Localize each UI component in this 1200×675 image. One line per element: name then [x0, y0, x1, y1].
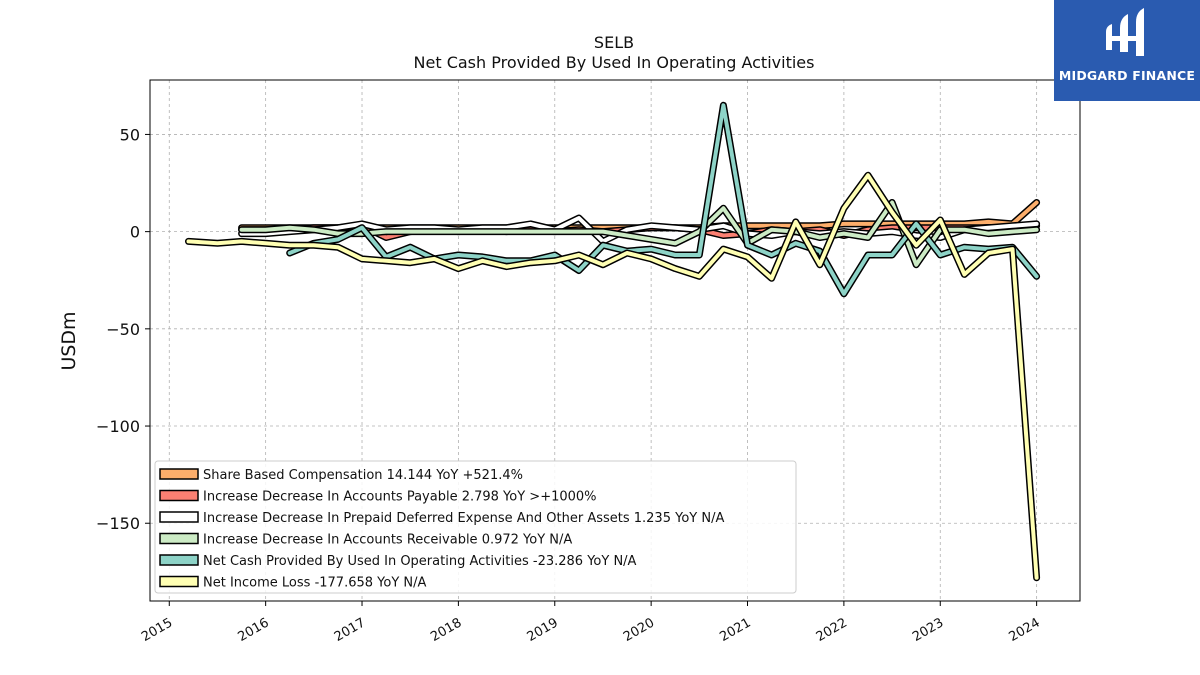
y-tick-label: 50 — [120, 125, 140, 144]
legend-swatch — [159, 532, 199, 545]
legend-entry: Net Income Loss -177.658 YoY N/A — [203, 576, 426, 591]
legend-swatch — [159, 511, 199, 523]
x-tick-label: 2020 — [621, 615, 657, 645]
x-tick-label: 2018 — [428, 615, 464, 645]
legend-entry: Increase Decrease In Accounts Payable 2.… — [203, 490, 597, 505]
brand-name: MIDGARD FINANCE — [1058, 68, 1196, 83]
plot-frame — [149, 79, 1081, 602]
chart-subtitle: Net Cash Provided By Used In Operating A… — [414, 53, 815, 72]
legend-entry: Share Based Compensation 14.144 YoY +521… — [203, 468, 523, 483]
legend-swatch — [159, 554, 199, 566]
legend-entry: Increase Decrease In Prepaid Deferred Ex… — [203, 511, 724, 526]
legend-box — [154, 460, 797, 594]
chart-title: SELB — [594, 33, 634, 52]
x-tick-label: 2019 — [525, 615, 561, 645]
y-axis-label: USDm — [58, 311, 80, 370]
legend: Share Based Compensation 14.144 YoY +521… — [154, 460, 797, 594]
series-line — [185, 171, 1041, 582]
brand-mark-icon — [1106, 8, 1144, 56]
y-tick-label: −50 — [106, 320, 140, 339]
y-tick-label: 0 — [130, 223, 140, 242]
x-tick-label: 2016 — [235, 615, 271, 645]
y-tick-label: −150 — [96, 514, 140, 533]
x-tick-label: 2022 — [814, 615, 850, 645]
x-tick-label: 2023 — [910, 615, 946, 645]
legend-swatch — [159, 489, 199, 502]
series-layer — [185, 101, 1041, 582]
series-path — [287, 103, 1039, 296]
series-path — [186, 173, 1039, 580]
x-tick-label: 2017 — [332, 615, 368, 645]
x-tick-label: 2024 — [1006, 615, 1042, 645]
legend-entry: Net Cash Provided By Used In Operating A… — [203, 554, 637, 569]
legend-swatch — [159, 575, 199, 588]
series-line — [286, 101, 1041, 298]
legend-entry: Increase Decrease In Accounts Receivable… — [203, 533, 572, 548]
x-tick-label: 2021 — [717, 615, 753, 645]
legend-swatch — [159, 468, 199, 480]
brand-logo: MIDGARD FINANCE — [1054, 0, 1200, 101]
y-tick-label: −100 — [96, 417, 140, 436]
x-tick-label: 2015 — [139, 615, 175, 645]
